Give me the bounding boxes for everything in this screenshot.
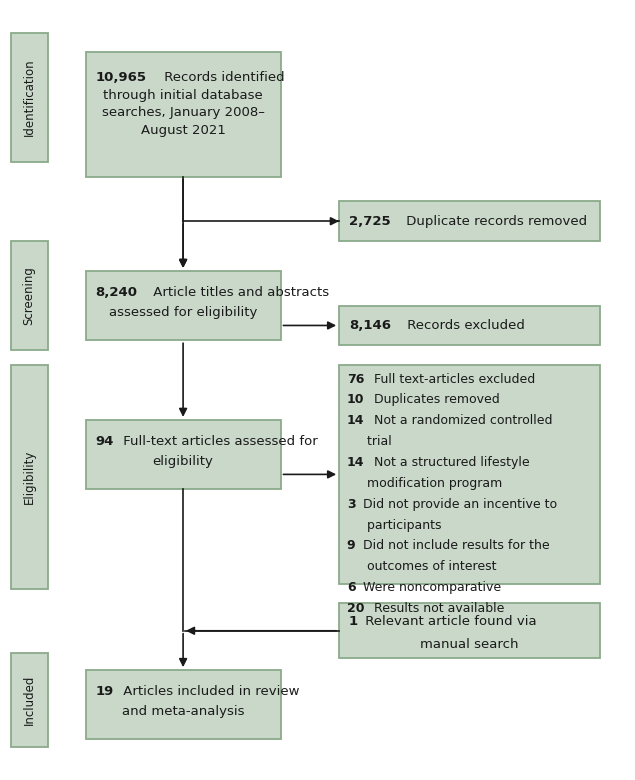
- Text: August 2021: August 2021: [141, 124, 225, 137]
- Text: 10: 10: [347, 393, 364, 406]
- Text: eligibility: eligibility: [152, 455, 213, 468]
- Text: Full-text articles assessed for: Full-text articles assessed for: [119, 435, 318, 448]
- Text: 94: 94: [95, 435, 114, 448]
- FancyBboxPatch shape: [86, 670, 281, 739]
- Text: 8,146: 8,146: [349, 319, 391, 332]
- Text: through initial database: through initial database: [104, 89, 263, 101]
- Text: 76: 76: [347, 373, 364, 385]
- Text: Screening: Screening: [23, 266, 36, 325]
- Text: outcomes of interest: outcomes of interest: [347, 560, 497, 573]
- Text: Records excluded: Records excluded: [403, 319, 525, 332]
- Text: Articles included in review: Articles included in review: [119, 686, 300, 698]
- Text: Identification: Identification: [23, 58, 36, 136]
- Text: 9: 9: [347, 540, 356, 552]
- Text: 10,965: 10,965: [95, 71, 147, 83]
- Text: Records identified: Records identified: [161, 71, 285, 83]
- Text: Did not include results for the: Did not include results for the: [359, 540, 549, 552]
- FancyBboxPatch shape: [86, 52, 281, 176]
- Text: Duplicate records removed: Duplicate records removed: [402, 215, 587, 228]
- Text: 19: 19: [95, 686, 114, 698]
- FancyBboxPatch shape: [86, 420, 281, 489]
- Text: participants: participants: [347, 519, 441, 531]
- Text: Not a structured lifestyle: Not a structured lifestyle: [370, 456, 530, 469]
- Text: 3: 3: [347, 498, 356, 511]
- Text: manual search: manual search: [420, 638, 519, 651]
- Text: assessed for eligibility: assessed for eligibility: [109, 306, 257, 319]
- Text: 1: 1: [349, 615, 358, 628]
- Text: 14: 14: [347, 456, 364, 469]
- Text: Relevant article found via: Relevant article found via: [361, 615, 537, 628]
- FancyBboxPatch shape: [339, 201, 600, 241]
- FancyBboxPatch shape: [339, 604, 600, 658]
- Text: 20: 20: [347, 602, 364, 615]
- Text: and meta-analysis: and meta-analysis: [122, 705, 244, 718]
- FancyBboxPatch shape: [11, 653, 48, 747]
- FancyBboxPatch shape: [86, 271, 281, 340]
- Text: Eligibility: Eligibility: [23, 450, 36, 504]
- Text: 14: 14: [347, 414, 364, 427]
- Text: Were noncomparative: Were noncomparative: [359, 581, 501, 594]
- Text: Article titles and abstracts: Article titles and abstracts: [149, 286, 330, 300]
- FancyBboxPatch shape: [11, 241, 48, 350]
- FancyBboxPatch shape: [339, 365, 600, 583]
- FancyBboxPatch shape: [339, 306, 600, 346]
- Text: Included: Included: [23, 675, 36, 725]
- Text: 6: 6: [347, 581, 356, 594]
- Text: trial: trial: [347, 435, 392, 448]
- Text: Results not available: Results not available: [370, 602, 504, 615]
- Text: searches, January 2008–: searches, January 2008–: [102, 107, 265, 119]
- Text: modification program: modification program: [347, 477, 502, 490]
- FancyBboxPatch shape: [11, 33, 48, 161]
- FancyBboxPatch shape: [11, 365, 48, 589]
- Text: 8,240: 8,240: [95, 286, 137, 300]
- Text: Duplicates removed: Duplicates removed: [370, 393, 500, 406]
- Text: Not a randomized controlled: Not a randomized controlled: [370, 414, 552, 427]
- Text: Did not provide an incentive to: Did not provide an incentive to: [359, 498, 557, 511]
- Text: 2,725: 2,725: [349, 215, 391, 228]
- Text: Full text-articles excluded: Full text-articles excluded: [370, 373, 535, 385]
